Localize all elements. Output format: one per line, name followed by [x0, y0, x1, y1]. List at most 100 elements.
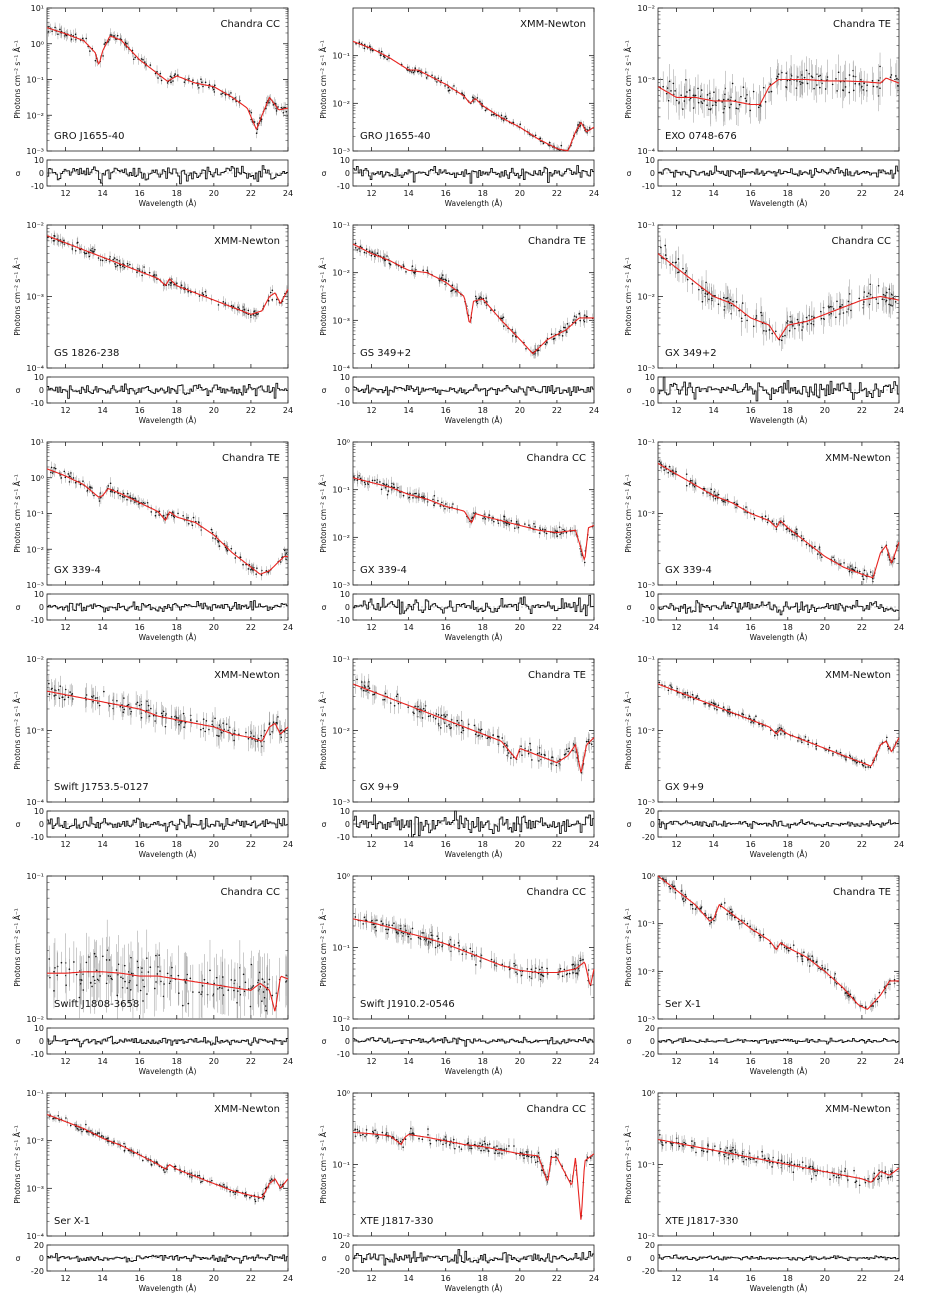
y-tick-label: 10⁻¹ — [26, 76, 44, 85]
data-point — [848, 74, 851, 76]
y-axis-label: Photons cm⁻² s⁻¹ Å⁻¹ — [13, 691, 22, 770]
data-point — [191, 524, 194, 527]
data-point — [63, 470, 66, 473]
data-point — [796, 318, 799, 321]
data-point — [572, 749, 574, 752]
data-point — [881, 546, 883, 549]
spectrum-panel: 10⁻⁴ 10⁻³ 10⁻² Photons cm⁻² s⁻¹ Å⁻¹ XMM-Newt… — [13, 655, 293, 859]
data-point — [775, 528, 778, 530]
x-tick-label: 20 — [820, 406, 830, 415]
data-point — [528, 524, 530, 526]
data-point — [205, 294, 207, 297]
data-point — [564, 753, 567, 755]
x-tick-label: 12 — [366, 189, 376, 198]
data-point — [722, 98, 725, 101]
data-point — [204, 730, 207, 733]
data-point — [446, 714, 448, 716]
data-point — [492, 113, 495, 116]
data-point — [165, 713, 167, 715]
source-label: EXO 0748-676 — [665, 131, 737, 142]
x-tick-label: 22 — [246, 406, 256, 415]
x-tick-label: 18 — [783, 189, 793, 198]
model-curve — [352, 477, 595, 561]
residual-axis-label: σ — [627, 386, 632, 395]
y-tick-label: 10⁻³ — [637, 581, 655, 590]
data-point — [187, 517, 189, 519]
y-axis-label: Photons cm⁻² s⁻¹ Å⁻¹ — [624, 691, 633, 770]
data-point — [221, 731, 223, 734]
data-point — [226, 549, 229, 552]
data-point — [791, 533, 794, 536]
data-point — [771, 520, 774, 523]
data-point — [437, 723, 440, 725]
data-point — [863, 82, 865, 85]
data-point — [721, 101, 723, 103]
data-point — [521, 754, 523, 757]
data-point — [808, 72, 810, 75]
data-point — [358, 474, 360, 477]
data-point — [202, 85, 204, 88]
data-point — [831, 305, 833, 308]
data-point — [126, 262, 129, 265]
data-point — [685, 270, 688, 272]
data-point — [126, 704, 129, 707]
data-point — [204, 290, 207, 293]
data-point — [774, 330, 777, 333]
data-point — [408, 496, 411, 499]
data-point — [813, 87, 815, 90]
data-point — [373, 255, 376, 258]
data-point — [769, 83, 772, 85]
data-point — [373, 693, 376, 696]
data-point — [126, 498, 128, 501]
data-point — [275, 110, 278, 112]
data-point — [159, 72, 162, 75]
y-tick-label: 10⁻³ — [637, 798, 655, 807]
x-tick-label: 16 — [135, 623, 145, 632]
data-point — [93, 494, 95, 497]
data-point — [769, 729, 772, 732]
data-point — [550, 333, 553, 335]
residual-tick-label: 10 — [34, 373, 44, 382]
x-tick-label: 22 — [552, 189, 562, 198]
data-point — [397, 486, 399, 489]
data-point — [359, 245, 362, 248]
data-point — [788, 530, 791, 532]
data-point — [486, 737, 489, 740]
data-point — [819, 554, 822, 556]
data-point — [484, 109, 487, 112]
data-point — [170, 76, 173, 79]
data-point — [675, 470, 677, 473]
data-point — [801, 74, 803, 76]
x-tick-label: 16 — [746, 189, 756, 198]
data-point — [778, 726, 781, 729]
data-point — [105, 259, 108, 262]
data-point — [525, 347, 527, 350]
data-point — [192, 516, 195, 519]
data-point — [745, 100, 748, 102]
data-point — [393, 704, 396, 707]
data-point — [558, 526, 561, 528]
data-point — [677, 271, 679, 274]
data-point — [474, 733, 477, 736]
data-point — [214, 717, 216, 720]
y-tick-label: 10⁻¹ — [332, 221, 350, 230]
data-point — [583, 561, 586, 564]
y-tick-label: 10⁻³ — [332, 581, 350, 590]
data-point — [762, 86, 765, 89]
data-points — [659, 237, 897, 352]
x-tick-label: 14 — [98, 840, 108, 849]
x-tick-label: 22 — [857, 406, 867, 415]
data-point — [201, 292, 204, 294]
data-point — [384, 56, 386, 59]
data-point — [113, 35, 116, 37]
data-point — [724, 93, 726, 96]
data-point — [146, 709, 148, 712]
data-point — [797, 76, 799, 78]
data-point — [432, 498, 434, 501]
data-point — [364, 483, 367, 485]
data-point — [359, 477, 362, 480]
data-point — [869, 571, 872, 573]
residual-tick-label: -10 — [337, 182, 350, 191]
data-point — [460, 731, 463, 734]
data-point — [230, 547, 233, 550]
